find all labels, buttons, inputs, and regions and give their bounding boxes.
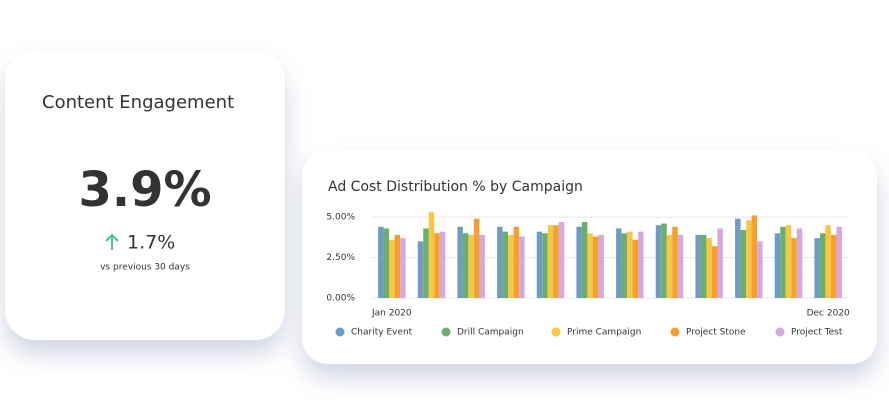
- bar: [378, 226, 384, 298]
- bar: [587, 233, 593, 298]
- bar: [616, 228, 622, 298]
- bar: [576, 226, 582, 298]
- bar: [814, 238, 820, 298]
- bar: [547, 225, 554, 298]
- bar: [627, 231, 633, 298]
- bar: [825, 225, 831, 298]
- bar: [735, 218, 741, 298]
- bar: [757, 241, 763, 298]
- bar: [796, 228, 803, 298]
- bar: [751, 215, 758, 298]
- kpi-caption: vs previous 30 days: [100, 263, 190, 273]
- bar: [638, 231, 644, 298]
- bar: [400, 238, 406, 298]
- legend-label: Prime Campaign: [567, 328, 641, 338]
- legend-marker: [335, 327, 345, 337]
- bar: [423, 228, 429, 298]
- bar: [468, 234, 474, 298]
- legend-marker: [670, 327, 680, 337]
- bar: [791, 238, 797, 298]
- bar: [700, 234, 707, 298]
- bar: [502, 231, 509, 298]
- legend-marker: [551, 327, 561, 337]
- bar: [830, 234, 837, 298]
- bar: [717, 228, 723, 298]
- bar: [581, 221, 588, 298]
- up-arrow-icon: [105, 233, 119, 250]
- bar: [774, 233, 781, 298]
- bar: [536, 231, 543, 298]
- bar: [473, 218, 480, 298]
- bar: [836, 226, 842, 298]
- bar: [553, 225, 559, 298]
- bar: [457, 226, 463, 298]
- y-tick-label: 0.00%: [326, 294, 355, 304]
- legend-marker: [441, 327, 451, 337]
- bar: [394, 234, 401, 298]
- bar: [785, 225, 792, 298]
- bar: [746, 220, 752, 298]
- bar: [655, 225, 662, 298]
- bar: [439, 231, 446, 298]
- kpi-card: [5, 50, 285, 340]
- legend-label: Project Test: [791, 328, 843, 338]
- bar: [598, 234, 604, 298]
- bar: [672, 226, 678, 298]
- bar: [819, 233, 826, 298]
- bar: [621, 233, 628, 298]
- bar: [383, 228, 390, 298]
- legend-label: Project Stone: [686, 328, 746, 338]
- bar: [389, 239, 395, 298]
- bar: [542, 233, 548, 298]
- bar: [462, 233, 469, 298]
- kpi-value: 3.9%: [78, 162, 211, 218]
- chart-title: Ad Cost Distribution % by Campaign: [328, 179, 583, 195]
- bar: [780, 226, 786, 298]
- bar: [417, 241, 424, 298]
- legend-marker: [775, 327, 785, 337]
- bar: [666, 234, 673, 298]
- x-tick-label: Dec 2020: [807, 309, 850, 319]
- bar: [508, 234, 514, 298]
- legend-label: Drill Campaign: [457, 328, 524, 338]
- bar: [661, 223, 667, 298]
- legend-label: Charity Event: [351, 328, 413, 338]
- bar: [428, 212, 435, 298]
- kpi-title: Content Engagement: [42, 92, 234, 113]
- bar: [711, 246, 718, 298]
- bar: [695, 234, 701, 298]
- kpi-change: 1.7%: [127, 232, 175, 254]
- bar: [706, 238, 712, 298]
- bar: [513, 226, 520, 298]
- y-tick-label: 5.00%: [326, 213, 355, 223]
- bar: [519, 236, 525, 298]
- y-tick-label: 2.50%: [326, 253, 355, 263]
- x-tick-label: Jan 2020: [371, 309, 412, 319]
- bar: [632, 239, 639, 298]
- bar: [558, 221, 565, 298]
- bar: [497, 226, 503, 298]
- bar: [740, 230, 747, 298]
- bar: [434, 233, 440, 298]
- bar: [677, 234, 684, 298]
- bar: [479, 234, 485, 298]
- bar: [592, 236, 599, 298]
